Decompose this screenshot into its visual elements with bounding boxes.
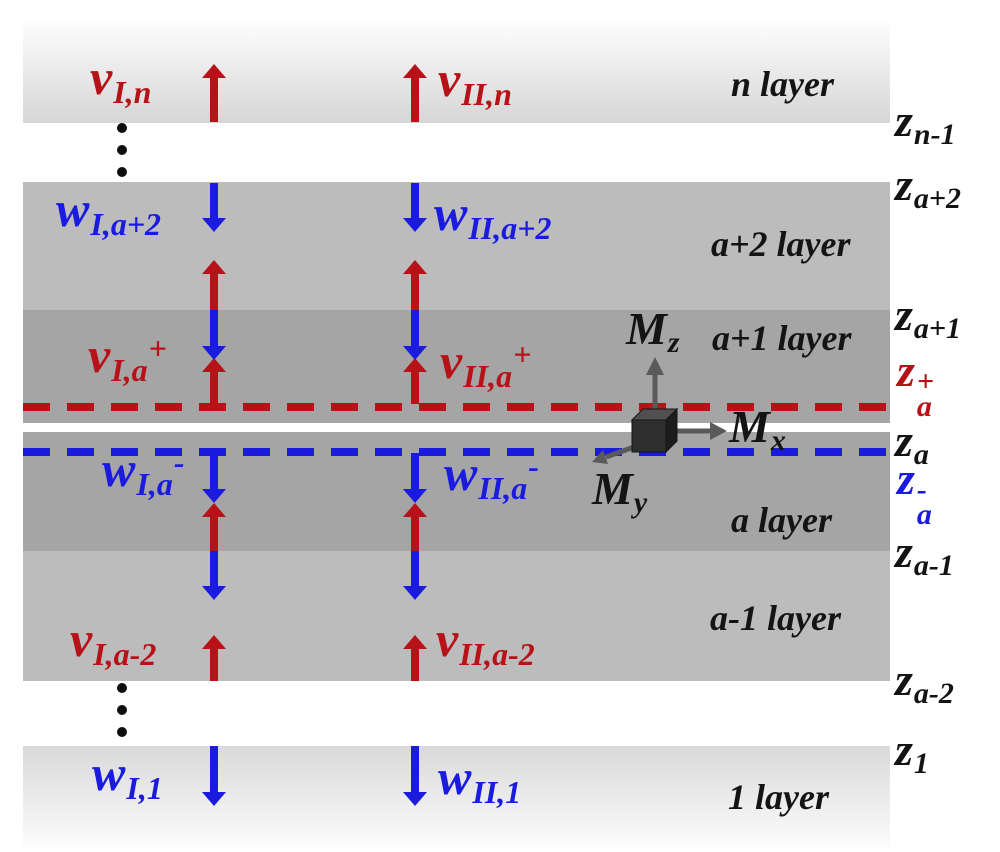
upgoing-wave-arrow-v-II-a	[403, 358, 427, 404]
upgoing-wave-arrow-v-I-a	[202, 358, 226, 404]
downgoing-wave-arrow-w-I-a2	[202, 183, 226, 232]
depth-label-z-a-minus-1: za-1	[895, 526, 954, 583]
depth-label-z-a-sup-plus: z + a	[897, 345, 935, 424]
layer-label-a-plus-1: a+1 layer	[712, 318, 852, 358]
layer-label-a: a layer	[731, 500, 832, 540]
label-w-II-1: wII,1	[438, 749, 522, 810]
label-w-I-1: wI,1	[92, 745, 163, 806]
label-v-I-n: vI,n	[90, 49, 152, 110]
downgoing-wave-arrow-w-II-a	[403, 453, 427, 503]
layer-label-a-minus-1: a-1 layer	[710, 598, 841, 638]
depth-label-z-a-minus-2: za-2	[895, 654, 954, 711]
upgoing-wave-arrow-v-II-am2	[403, 635, 427, 681]
downgoing-wave-arrow-II-za1	[403, 310, 427, 360]
ellipsis-dot	[117, 167, 127, 177]
downgoing-wave-arrow-I-zam1	[202, 551, 226, 600]
layer-label-n: n layer	[731, 64, 834, 104]
label-v-II-n: vII,n	[438, 51, 512, 112]
layer-band-a-minus-1	[23, 551, 890, 681]
depth-label-z-n-minus-1: zn-1	[895, 95, 956, 152]
ellipsis-dot	[117, 727, 127, 737]
downgoing-wave-arrow-I-za1	[202, 310, 226, 360]
layer-label-1: 1 layer	[728, 777, 829, 817]
depth-label-z-a-plus-1: za+1	[895, 289, 962, 346]
label-v-II-a-plus: vII,a+	[440, 333, 532, 394]
upgoing-wave-arrow-v-I-n	[202, 64, 226, 122]
downgoing-wave-arrow-II-zam1	[403, 551, 427, 600]
label-moment-My: My	[592, 463, 648, 520]
label-w-I-a-minus: wI,a-	[102, 441, 185, 502]
layer-band-n	[23, 22, 890, 123]
label-moment-Mx: Mx	[729, 401, 786, 458]
upgoing-wave-arrow-I-za1	[202, 260, 226, 310]
downgoing-wave-arrow-w-II-1	[403, 746, 427, 806]
layer-band-a-plus-2	[23, 182, 890, 310]
label-moment-Mz: Mz	[626, 303, 680, 360]
dashed-line-z-a-minus	[23, 448, 890, 456]
downgoing-wave-arrow-w-I-1	[202, 746, 226, 806]
label-v-I-a-plus: vI,a+	[88, 327, 167, 388]
upgoing-wave-arrow-I-zam1	[202, 503, 226, 551]
downgoing-wave-arrow-w-II-a2	[403, 183, 427, 232]
ellipsis-dot	[117, 123, 127, 133]
label-v-II-a-minus-2: vII,a-2	[436, 611, 535, 672]
ellipsis-dot	[117, 683, 127, 693]
ellipsis-dot	[117, 145, 127, 155]
depth-label-z-a-plus-2: za+2	[895, 159, 962, 216]
dashed-line-z-a-plus	[23, 403, 890, 411]
depth-label-z-a-sup-minus: z-a	[897, 453, 932, 532]
label-v-I-a-minus-2: vI,a-2	[70, 611, 157, 672]
depth-label-z-1: z1	[895, 724, 929, 781]
upgoing-wave-arrow-II-zam1	[403, 503, 427, 551]
upgoing-wave-arrow-v-II-n	[403, 64, 427, 122]
ellipsis-dot	[117, 705, 127, 715]
downgoing-wave-arrow-w-I-a	[202, 453, 226, 503]
layer-label-a-plus-2: a+2 layer	[711, 224, 851, 264]
label-w-II-a-minus: wII,a-	[444, 445, 539, 506]
label-w-II-a-plus-2: wII,a+2	[434, 185, 552, 246]
label-w-I-a-plus-2: wI,a+2	[56, 181, 162, 242]
layer-band-1	[23, 746, 890, 848]
upgoing-wave-arrow-II-za1	[403, 260, 427, 310]
upgoing-wave-arrow-v-I-am2	[202, 635, 226, 681]
depth-label-z-a: za	[895, 415, 929, 472]
